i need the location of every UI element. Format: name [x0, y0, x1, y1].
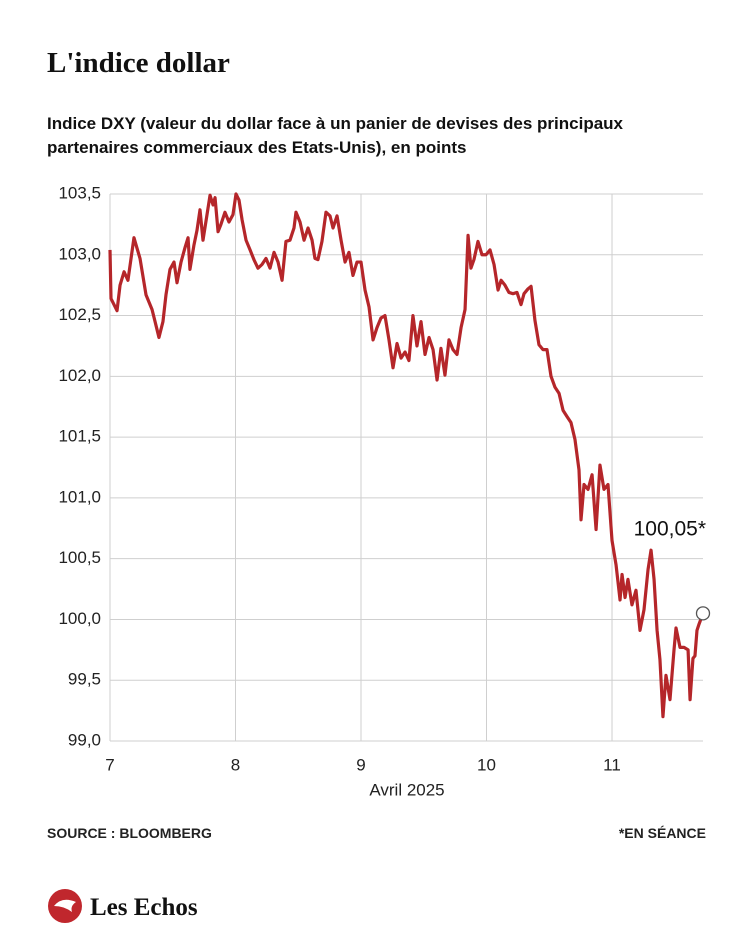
x-tick-label: 7 — [105, 755, 114, 774]
y-tick-label: 103,0 — [58, 244, 101, 263]
x-tick-label: 10 — [477, 755, 496, 774]
x-tick-label: 9 — [356, 755, 365, 774]
logo: Les Echos — [48, 889, 198, 923]
y-tick-label: 101,5 — [58, 427, 101, 446]
line — [108, 192, 705, 719]
x-axis-label: Avril 2025 — [369, 780, 444, 799]
y-tick-label: 99,0 — [68, 730, 101, 749]
note: *EN SÉANCE — [619, 825, 706, 841]
source: SOURCE : BLOOMBERG — [47, 825, 212, 841]
brand: Les Echos — [90, 894, 198, 921]
subtitle: Indice DXY (valeur du dollar face à un p… — [47, 114, 624, 133]
annotation: 100,05* — [634, 518, 706, 541]
subtitle: partenaires commerciaux des Etats-Unis),… — [47, 138, 466, 157]
x-tick-label: 8 — [231, 755, 240, 774]
y-tick-label: 100,5 — [58, 548, 101, 567]
chart-title: L'indice dollar — [47, 47, 230, 79]
y-tick-label: 102,5 — [58, 305, 101, 324]
y-tick-label: 102,0 — [58, 366, 101, 385]
y-tick-label: 103,5 — [58, 183, 101, 202]
y-tick-label: 100,0 — [58, 609, 101, 628]
y-tick-label: 101,0 — [58, 487, 101, 506]
end-marker — [695, 606, 711, 621]
x-tick-label: 11 — [603, 755, 621, 774]
y-tick-label: 99,5 — [68, 670, 101, 689]
